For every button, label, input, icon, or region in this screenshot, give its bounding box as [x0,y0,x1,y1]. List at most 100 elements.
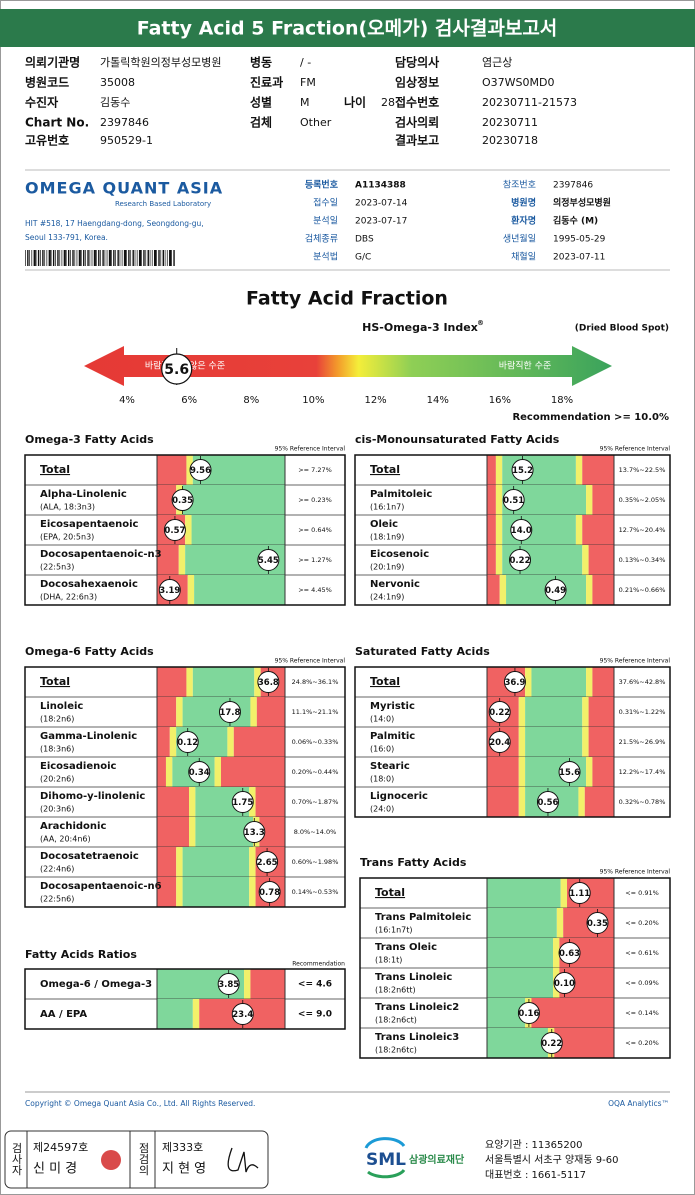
row-sub: (22:5n3) [40,563,74,572]
reference: 13.7%~22.5% [619,466,666,474]
barcode-bar [154,250,157,266]
range-band [531,667,587,697]
range-band [582,545,589,575]
barcode-bar [132,250,134,266]
row-sub: (DHA, 22:6n3) [40,593,97,602]
row-name: Total [375,886,405,899]
range-band [185,515,192,545]
row-value: 0.22 [541,1039,562,1049]
barcode-bar [141,250,142,266]
value-marker [488,731,511,753]
reference: 0.60%~1.98% [292,858,339,866]
info-label: 고유번호 [25,133,69,148]
row-value: 36.8 [258,678,279,688]
range-band [584,787,614,817]
value-marker [189,459,212,481]
info-value: 염근상 [482,56,512,69]
barcode-bar [48,250,51,266]
barcode-bar [158,250,160,266]
value-marker [231,791,254,813]
barcode-bar [95,250,97,266]
range-band [157,847,177,877]
lab-label: 병원명 [511,197,536,209]
range-band [553,938,560,968]
barcode-bar [149,250,151,266]
range-band [186,667,193,697]
info-label: 접수번호 [395,95,439,110]
barcode-bar [93,250,96,266]
range-band [157,455,187,485]
barcode-bar [65,250,67,266]
sign-no: 제333호 [162,1141,203,1154]
row-name: AA / EPA [40,1009,87,1020]
range-band [227,727,234,757]
barcode-bar [138,250,142,266]
barcode-bar [108,250,111,266]
range-band [176,697,183,727]
section-heading: Saturated Fatty Acids [355,645,490,658]
range-band [592,485,614,515]
range-band [592,667,614,697]
reference: 12.7%~20.4% [619,526,666,534]
row-name: Omega-6 / Omega-3 [40,979,152,990]
barcode-bar [111,250,112,266]
lab-label: 분석법 [313,252,338,263]
info-value: 20230711 [482,116,538,129]
range-band [157,787,189,817]
sign-no: 제24597호 [33,1141,88,1154]
range-band [157,999,193,1029]
row-value: 3.85 [218,980,239,990]
ref-header: 95% Reference Interval [600,658,671,665]
lab-value: A1134388 [355,181,406,191]
barcode-bar [59,250,61,266]
barcode-bar [44,250,46,266]
row-name: Trans Linoleic [375,972,452,983]
row-sub: (20:3n6) [40,805,74,814]
row-value: 0.49 [545,586,566,596]
barcode-bar [40,250,41,266]
barcode-bar [76,250,78,266]
lab-label: 채혈일 [511,251,536,263]
range-band [182,485,285,515]
lab-label: 접수일 [313,197,338,209]
value-marker [509,549,532,571]
barcode-bar [80,250,82,266]
reference: <= 0.09% [625,979,659,987]
range-band [187,575,195,605]
row-sub: (18:2n6tc) [375,1046,417,1055]
section-heading: cis-Monounsaturated Fatty Acids [355,433,560,446]
range-band [560,878,568,908]
range-band [518,757,526,787]
info-label: 검체 [250,115,272,130]
value-marker [488,701,511,723]
range-band [525,697,583,727]
barcode-bar [169,250,172,266]
range-band [157,877,177,907]
row-value: 3.19 [159,586,180,596]
range-band [525,667,532,697]
scale-label: 8% [243,395,259,406]
range-band [556,908,564,938]
range-band [582,515,614,545]
scale-label: 16% [489,395,511,406]
row-value: 2.65 [257,858,278,868]
scale-label: 10% [302,395,324,406]
sign-name: 신 미 경 [33,1162,77,1177]
reference: 8.0%~14.0% [294,828,337,836]
info-value: 35008 [100,76,135,89]
row-value: 0.51 [503,496,524,506]
range-band [233,727,285,757]
barcode-bar [37,250,40,266]
range-band [586,667,593,697]
barcode-bar [126,250,127,266]
barcode-bar [119,250,121,266]
org-line: 요양기관 : 11365200 [485,1139,582,1151]
row-name: Trans Oleic [375,942,437,953]
range-band [487,485,496,515]
barcode-bar [89,250,91,266]
lab-value: 2023-07-11 [553,253,605,263]
lab-label: 참조번호 [503,180,536,191]
barcode-bar [166,250,168,266]
info-value: 2397846 [100,116,149,129]
range-band [194,575,285,605]
